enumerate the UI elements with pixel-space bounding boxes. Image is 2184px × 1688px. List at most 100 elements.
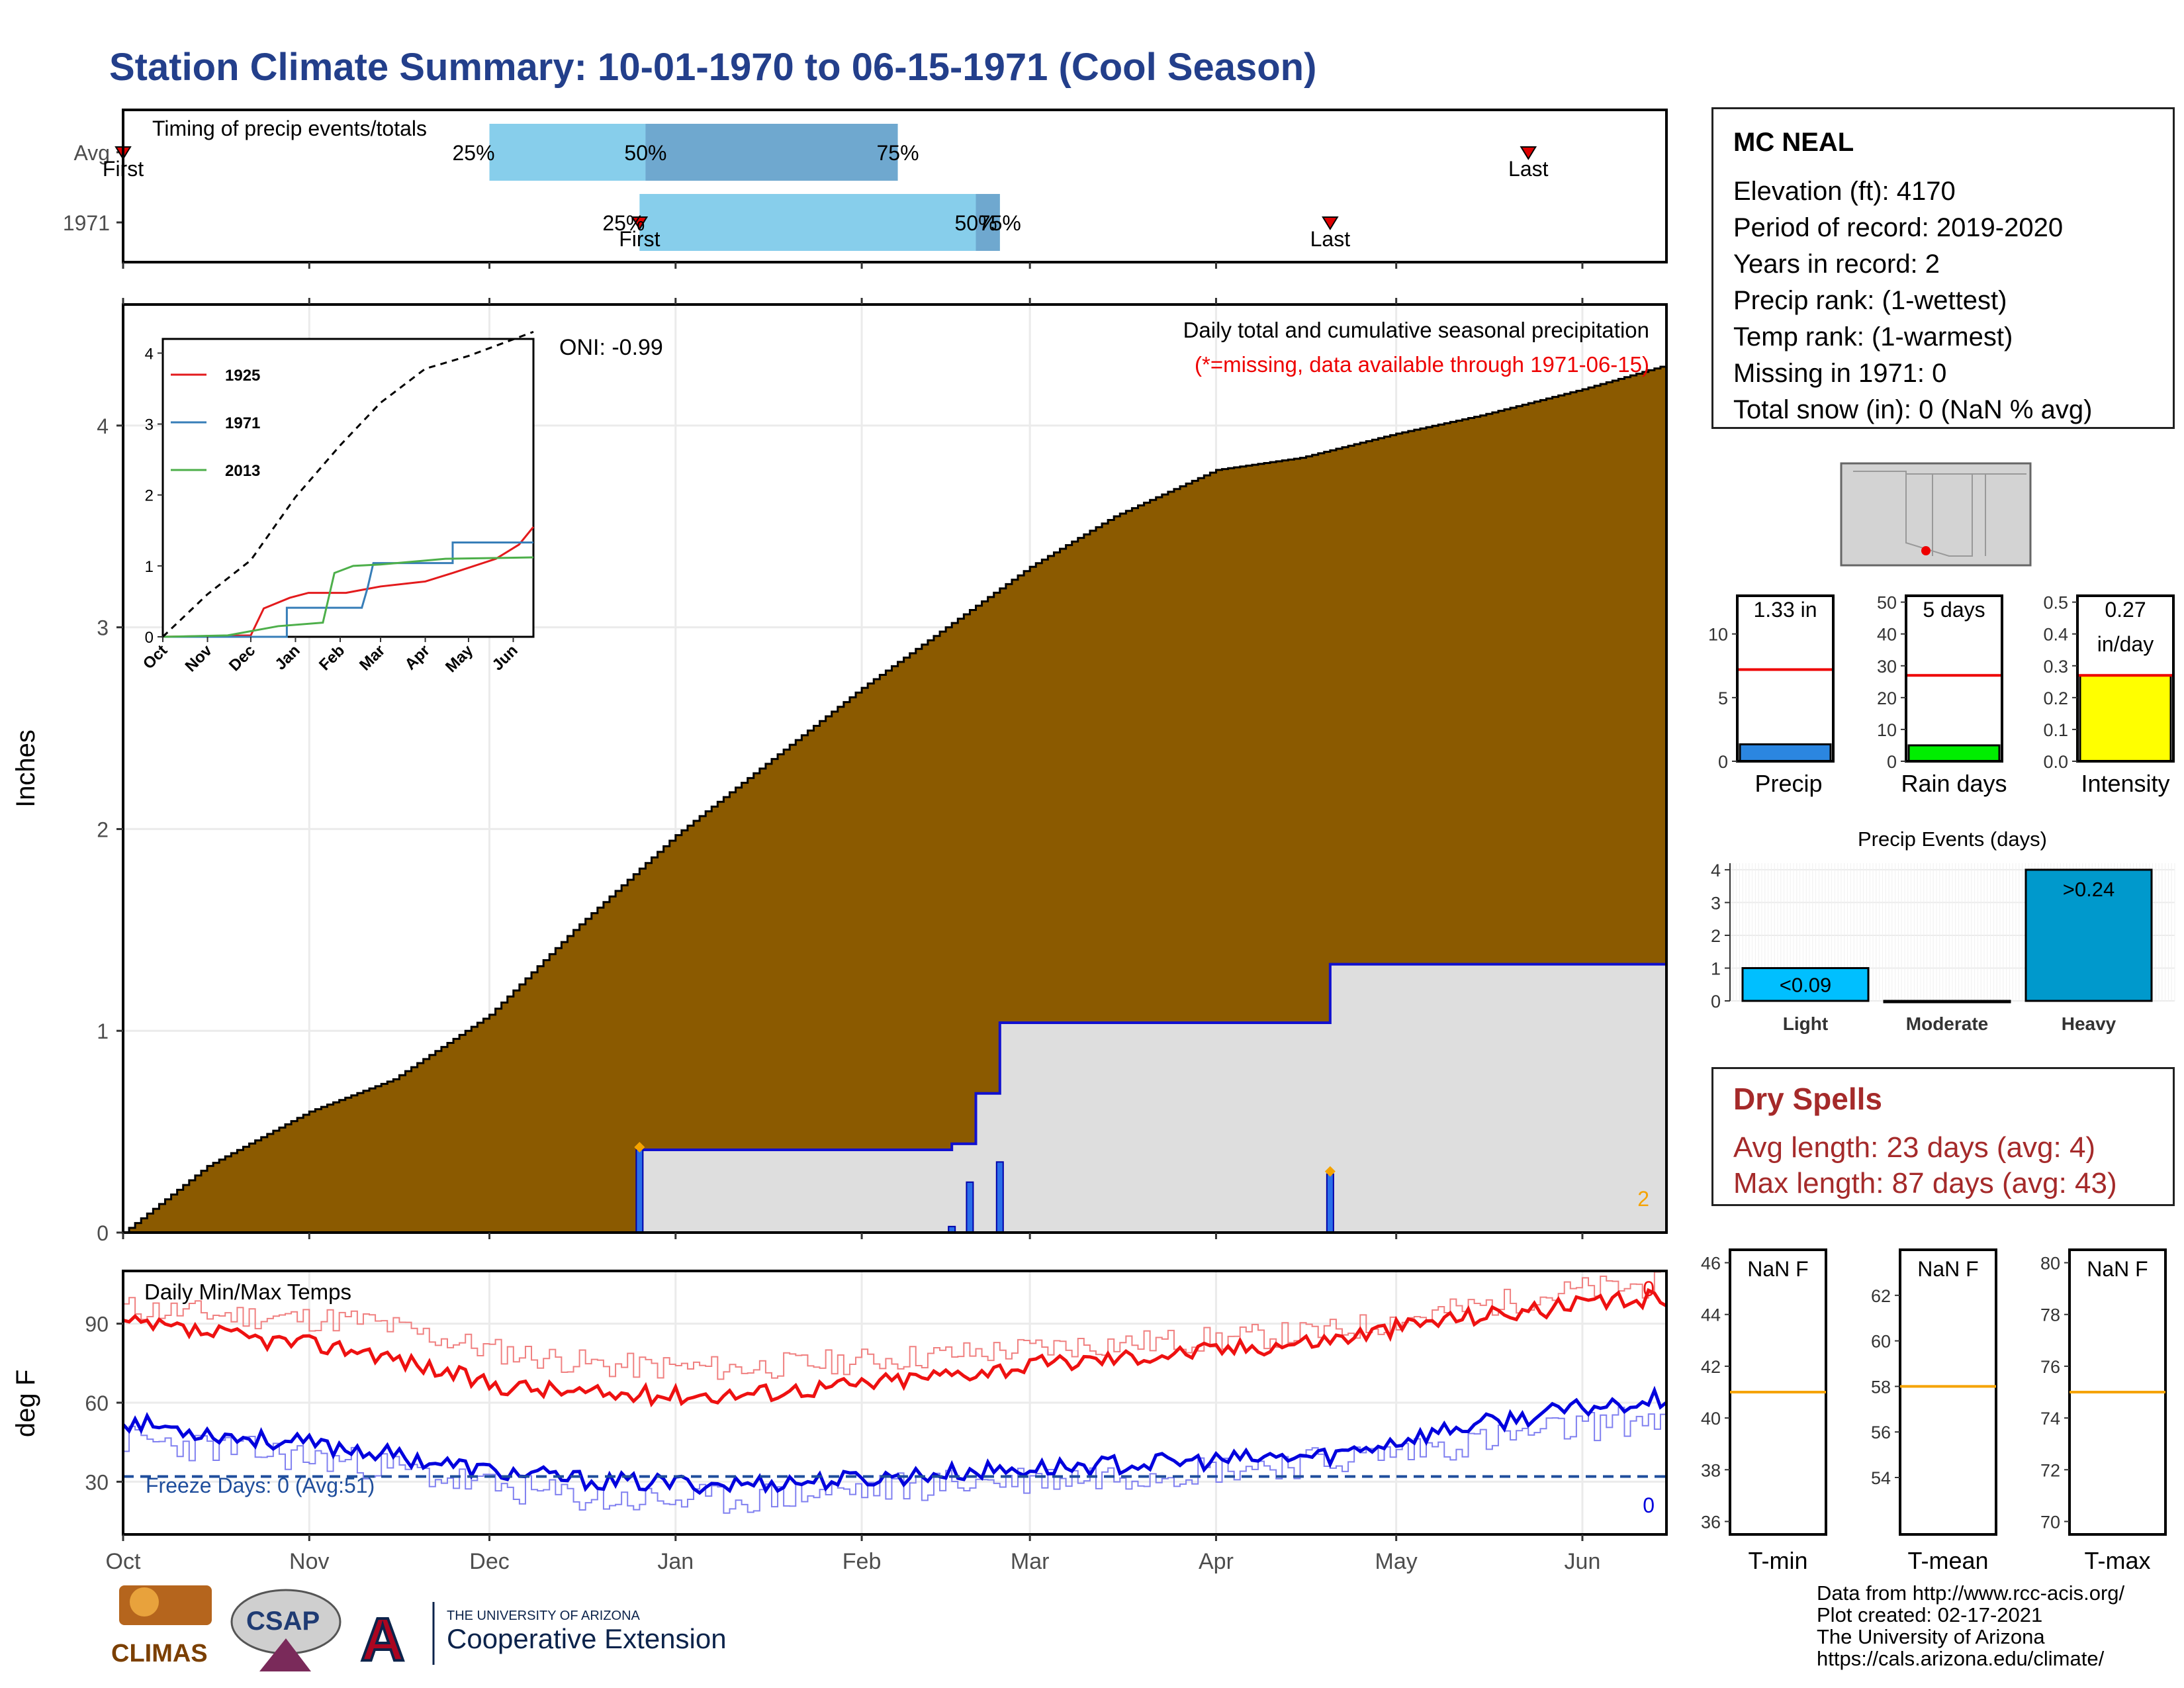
precip-avg-cumulative-area — [123, 365, 1666, 1233]
gauge-ytick-label: 70 — [2040, 1512, 2060, 1532]
gauge-ytick-label: 56 — [1871, 1423, 1891, 1442]
precip-ytick-label: 2 — [97, 818, 109, 841]
events-bar — [1741, 966, 1870, 1002]
precip-missing-marker — [634, 1142, 645, 1153]
inset-series-line — [162, 526, 535, 638]
precip-ylabel: Inches — [11, 729, 40, 808]
credits-url: https://cals.arizona.edu/climate/ — [1817, 1647, 2105, 1670]
precip-daily-bar — [995, 1161, 1004, 1233]
temps-xtick-label: Feb — [842, 1549, 882, 1574]
timing-first-marker — [631, 216, 649, 230]
timing-bar-light — [639, 194, 1000, 251]
station-precip-rank: Precip rank: (1-wettest) — [1733, 286, 2007, 315]
station-info-box: MC NEAL Elevation (ft): 4170 Period of r… — [1711, 107, 2175, 429]
timing-row-label: 1971 — [63, 211, 110, 235]
mini-bar-ytick-label: 0 — [1887, 752, 1897, 772]
ua-logo: A THE UNIVERSITY OF ARIZONA Cooperative … — [359, 1602, 727, 1675]
events-title: Precip Events (days) — [1858, 827, 2047, 851]
timing-p75-label: 75% — [979, 211, 1021, 235]
mini-bar-ytick-label: 0 — [1718, 752, 1728, 772]
credits-institution: The University of Arizona — [1817, 1625, 2045, 1648]
dry-spells-title: Dry Spells — [1733, 1082, 1882, 1116]
mini-bar-value-label: 0.27 — [2105, 598, 2146, 622]
mini-bar-name: Rain days — [1901, 770, 2007, 797]
gauge-value-label: NaN F — [1917, 1257, 1978, 1281]
timing-plot-border — [122, 109, 1668, 263]
temps-chart: 30 60 90 Oct Nov Dec Jan Feb Mar Apr May Jun Daily M… — [11, 1270, 1668, 1574]
events-ytick-label: 0 — [1711, 992, 1721, 1011]
mini-bar-ytick-label: 10 — [1708, 625, 1728, 645]
mini-bar-ytick-label: 40 — [1877, 625, 1897, 645]
gauge-ytick-label: 76 — [2040, 1357, 2060, 1377]
map-background — [1840, 462, 2032, 567]
mini-bar-value — [2079, 674, 2172, 763]
mini-bar-ytick-label: 50 — [1877, 593, 1897, 613]
events-category-label: Heavy — [2062, 1013, 2116, 1034]
precip-annotation-missing: (*=missing, data available through 1971-… — [1195, 352, 1649, 377]
locator-map — [1840, 462, 2032, 567]
temps-freeze-label: Freeze Days: 0 (Avg:51) — [146, 1474, 375, 1497]
timing-last-marker — [1520, 146, 1537, 160]
gauge-border — [1899, 1248, 1997, 1536]
gauge-ytick-label: 44 — [1701, 1305, 1721, 1325]
dry-spells-avg: Avg length: 23 days (avg: 4) — [1733, 1131, 2096, 1164]
timing-title: Timing of precip events/totals — [152, 117, 427, 140]
temps-xtick-label: Oct — [106, 1549, 141, 1574]
mini-bar-ytick-label: 0.0 — [2043, 752, 2068, 772]
station-years: Years in record: 2 — [1733, 250, 1940, 279]
mini-bar-ytick-label: 10 — [1877, 720, 1897, 740]
mini-bar-value — [1907, 744, 2001, 763]
mini-bar-value — [1739, 743, 1832, 763]
mini-bar-name: Precip — [1754, 770, 1822, 797]
temps-ytick-label: 30 — [85, 1470, 109, 1494]
climas-logo: CLIMAS — [111, 1585, 212, 1667]
mini-bar-ytick-label: 0.5 — [2043, 593, 2068, 613]
climas-logo-text: CLIMAS — [111, 1640, 208, 1667]
temps-ytick-label: 90 — [85, 1313, 109, 1336]
temps-xtick-label: Mar — [1011, 1549, 1050, 1574]
precip-missing-marker — [1324, 1166, 1336, 1177]
precip-events-chart: <0.09 Light Moderate >0.24 Heavy 0 1 2 3 4 Precip … — [1711, 827, 2175, 1034]
timing-first-label: First — [619, 227, 660, 251]
ua-logo-mark: A — [361, 1606, 404, 1673]
precip-annotation-title: Daily total and cumulative seasonal prec… — [1183, 318, 1649, 342]
mini-bar-value-label: 5 days — [1923, 598, 1985, 622]
inset-ytick-label: 2 — [145, 487, 154, 505]
mini-bar-name: Intensity — [2081, 770, 2169, 797]
mini-bar-charts: 0 5 10 1.33 in Precip 0 10 20 30 40 50 5 days Rain d… — [1708, 593, 2175, 797]
station-period: Period of record: 2019-2020 — [1733, 213, 2064, 242]
station-name: MC NEAL — [1733, 128, 1854, 157]
precip-plot-border — [122, 303, 1668, 1234]
inset-legend-label: 1925 — [225, 367, 260, 385]
inset-ytick-label: 1 — [145, 558, 154, 576]
precip-ytick-label: 4 — [97, 414, 109, 438]
mini-bar-ytick-label: 30 — [1877, 657, 1897, 677]
logos: CLIMAS CSAP A THE UNIVERSITY OF ARIZONA … — [111, 1585, 727, 1675]
precip-ytick-label: 3 — [97, 616, 109, 640]
timing-p50-label: 50% — [954, 211, 997, 235]
precip-daily-bar — [635, 1149, 644, 1234]
mini-bar-border — [1905, 594, 2003, 763]
gauge-ytick-label: 40 — [1701, 1409, 1721, 1429]
temps-xtick-label: Jun — [1565, 1549, 1601, 1574]
mini-bar-ytick-label: 0.2 — [2043, 688, 2068, 708]
mini-bar-border — [1736, 594, 1835, 763]
inset-series-line — [162, 556, 534, 638]
events-bar — [1883, 1000, 2011, 1004]
inset-ytick-label: 3 — [145, 416, 154, 434]
events-bar-label: <0.09 — [1780, 973, 1831, 996]
gauge-ytick-label: 54 — [1871, 1468, 1891, 1488]
station-location-marker — [1921, 546, 1931, 555]
mini-bar-border — [2076, 594, 2175, 763]
gauge-value-label: NaN F — [2087, 1257, 2148, 1281]
events-bar-label: >0.24 — [2063, 878, 2115, 901]
gauge-ytick-label: 80 — [2040, 1254, 2060, 1274]
gauge-ytick-label: 36 — [1701, 1512, 1721, 1532]
inset-ytick-label: 4 — [145, 345, 154, 363]
timing-p50-label: 50% — [624, 141, 666, 165]
mini-bar-value-label: 1.33 in — [1753, 598, 1817, 622]
csap-logo: CSAP — [230, 1589, 341, 1671]
temps-xtick-label: Dec — [469, 1549, 509, 1574]
inset-legend-label: 1971 — [225, 414, 260, 432]
